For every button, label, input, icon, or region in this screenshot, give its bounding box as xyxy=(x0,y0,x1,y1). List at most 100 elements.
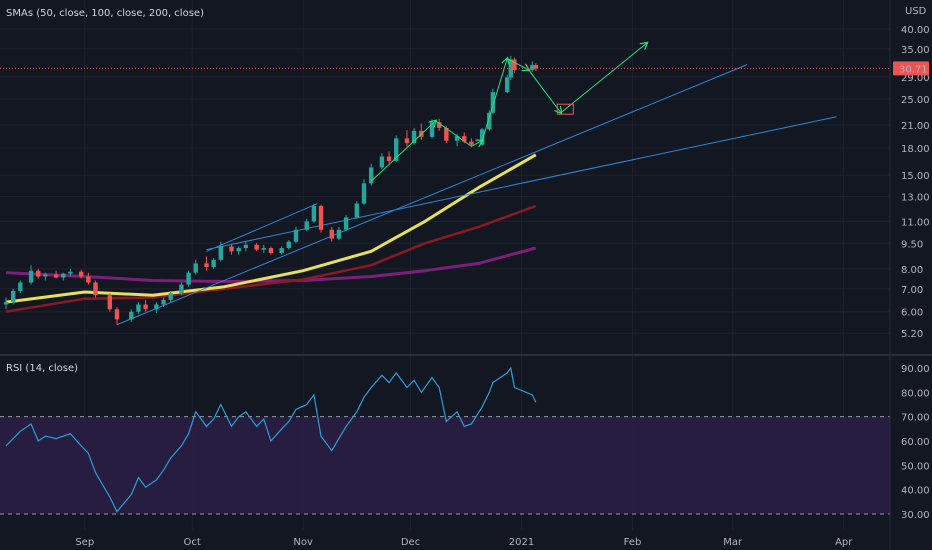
candle-body xyxy=(533,65,539,69)
candle-body xyxy=(487,112,492,130)
price-tick-label: 25.00 xyxy=(901,95,930,106)
candle-body xyxy=(93,282,98,296)
candle-body xyxy=(28,270,34,283)
candle-body xyxy=(211,259,216,268)
trend-line xyxy=(206,116,837,251)
candle-body xyxy=(361,183,367,204)
candle xyxy=(243,241,249,252)
candle xyxy=(10,288,16,305)
candle-body xyxy=(505,77,510,93)
rsi-legend[interactable]: RSI (14, close) xyxy=(6,363,78,374)
candle-body xyxy=(293,229,299,242)
candle xyxy=(487,110,492,131)
rsi-tick-label: 90.00 xyxy=(901,364,930,375)
price-tick-label: 7.00 xyxy=(901,285,923,296)
candle-body xyxy=(304,221,309,230)
candle xyxy=(304,218,309,232)
candle-body xyxy=(254,244,259,250)
candle-body xyxy=(279,248,284,253)
candle xyxy=(68,268,73,277)
candle-body xyxy=(61,273,66,278)
price-tick-label: 11.00 xyxy=(901,217,930,228)
sma-100-line xyxy=(5,204,537,313)
candle xyxy=(444,126,449,144)
candle-body xyxy=(479,129,485,145)
candle-body xyxy=(10,290,16,303)
candle-body xyxy=(379,156,385,168)
trend-line xyxy=(116,64,748,326)
candle xyxy=(329,226,334,242)
candle xyxy=(530,61,535,72)
candle xyxy=(28,265,34,285)
candle xyxy=(343,214,349,232)
candle xyxy=(211,258,216,269)
candle xyxy=(204,256,209,271)
rsi-line xyxy=(5,366,537,513)
candle-body xyxy=(318,205,324,230)
candle xyxy=(107,293,113,312)
candle-body xyxy=(454,136,460,141)
time-axis[interactable]: Sep Oct Nov Dec 2021 Feb Mar Apr xyxy=(75,537,853,548)
candle xyxy=(18,280,23,294)
price-tick-label: 6.00 xyxy=(901,308,923,319)
time-tick-label: Apr xyxy=(835,537,853,548)
sma-50-line xyxy=(5,153,537,304)
candle-body xyxy=(444,127,449,141)
candle-body xyxy=(186,272,191,285)
candle-body xyxy=(129,311,134,320)
candle xyxy=(336,226,342,241)
last-price-badge xyxy=(893,61,929,76)
projection-segment xyxy=(481,59,507,141)
candle xyxy=(261,244,266,253)
candle xyxy=(53,270,59,279)
rsi-tick-label: 80.00 xyxy=(901,388,930,399)
candle-body xyxy=(193,263,198,273)
rsi-tick-label: 50.00 xyxy=(901,461,930,472)
price-tick-label: 8.00 xyxy=(901,265,923,276)
rsi-tick-label: 70.00 xyxy=(901,413,930,424)
price-tick-label: 21.00 xyxy=(901,121,930,132)
candle-body xyxy=(512,59,517,70)
candle xyxy=(3,297,9,310)
candle-body xyxy=(136,304,141,312)
candle-body xyxy=(107,295,113,310)
sma-legend[interactable]: SMAs (50, close, 100, close, 200, close) xyxy=(6,8,204,19)
currency-label: USD xyxy=(905,6,927,17)
candle xyxy=(279,246,284,255)
target-zone xyxy=(556,103,574,115)
candle xyxy=(93,280,98,298)
candle xyxy=(379,153,385,170)
candle-body xyxy=(53,274,59,278)
trend-channel[interactable] xyxy=(116,64,837,326)
time-tick-label: Dec xyxy=(401,537,420,548)
rsi-overbought-oversold-band xyxy=(0,416,890,514)
price-tick-label: 5.20 xyxy=(901,329,923,340)
candle-body xyxy=(78,271,84,277)
candle xyxy=(186,270,191,287)
candle xyxy=(404,130,410,147)
rsi-axis[interactable]: 90.00 80.00 70.00 60.00 50.00 40.00 30.00 xyxy=(901,364,930,521)
candle-body xyxy=(168,293,173,300)
last-price-label: 30.71 xyxy=(899,64,928,75)
time-tick-label: Mar xyxy=(723,537,743,548)
candle xyxy=(143,299,148,312)
candle-body xyxy=(36,270,41,277)
candle-body xyxy=(261,248,266,250)
candle-body xyxy=(3,302,9,305)
candle xyxy=(386,151,392,164)
candle xyxy=(533,63,539,71)
candle-body xyxy=(404,138,410,144)
candle-body xyxy=(204,263,209,268)
time-tick-label: Sep xyxy=(75,537,94,548)
candle-body xyxy=(18,282,23,291)
price-axis[interactable]: 40.00 35.00 29.00 25.00 21.00 18.00 15.00 13.00… xyxy=(901,25,930,340)
candle-body xyxy=(268,248,274,253)
time-tick-label: Nov xyxy=(293,537,313,548)
candle-body xyxy=(469,141,474,145)
candle xyxy=(505,74,510,94)
candle xyxy=(361,179,367,205)
time-tick-label: Oct xyxy=(184,537,201,548)
candle xyxy=(36,268,41,279)
candle-body xyxy=(368,167,374,184)
